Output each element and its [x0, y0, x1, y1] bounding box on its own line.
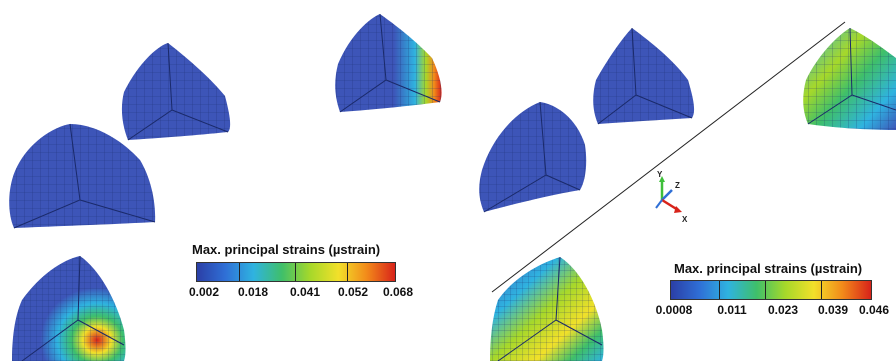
legend-right-tick-label: 0.0008 [655, 303, 693, 317]
legend-left-colorbar [196, 262, 396, 282]
legend-right-tick-label: 0.011 [717, 303, 747, 317]
legend-left-tick-mark [295, 263, 296, 281]
model-right-middle [479, 101, 587, 213]
model-right-top-middle [593, 27, 695, 125]
z-axis-arrow [661, 189, 673, 201]
legend-left-tick-label: 0.041 [289, 285, 321, 299]
legend-right-tick-mark [765, 281, 766, 299]
model-right-bottom [490, 256, 604, 361]
legend-right-tick-label: 0.046 [858, 303, 890, 317]
legend-left: Max. principal strains (µstrain) 0.002 0… [180, 242, 413, 301]
legend-right-title: Max. principal strains (µstrain) [674, 261, 863, 276]
model-right-top-right [803, 27, 896, 130]
legend-left-tick-label: 0.018 [237, 285, 269, 299]
z-axis-label: Z [675, 181, 680, 190]
legend-left-tick-mark [239, 263, 240, 281]
legend-left-tick-mark [347, 263, 348, 281]
legend-right-tick-mark [821, 281, 822, 299]
model-left-top-right [335, 13, 442, 113]
legend-left-title: Max. principal strains (µstrain) [192, 242, 381, 257]
x-axis-label: X [682, 215, 688, 224]
legend-left-tick-label: 0.068 [382, 285, 414, 299]
legend-left-tick-label: 0.002 [188, 285, 220, 299]
legend-right-tick-mark [719, 281, 720, 299]
x-axis-arrow [661, 198, 679, 212]
axes-triad: Y Z X [655, 170, 688, 224]
model-left-middle [9, 123, 156, 229]
model-left-top-middle [121, 42, 231, 141]
legend-left-tick-label: 0.052 [337, 285, 369, 299]
legend-left-tick-labels: 0.002 0.018 0.041 0.052 0.068 [180, 285, 414, 301]
legend-right-tick-label: 0.023 [767, 303, 799, 317]
y-axis-label: Y [657, 170, 663, 179]
section-line [491, 21, 846, 293]
legend-right: Max. principal strains (µstrain) 0.0008 … [646, 261, 891, 319]
legend-right-tick-labels: 0.0008 0.011 0.023 0.039 0.046 [646, 303, 891, 319]
legend-right-colorbar [670, 280, 872, 300]
model-left-bottom [12, 255, 126, 361]
legend-right-tick-label: 0.039 [817, 303, 849, 317]
